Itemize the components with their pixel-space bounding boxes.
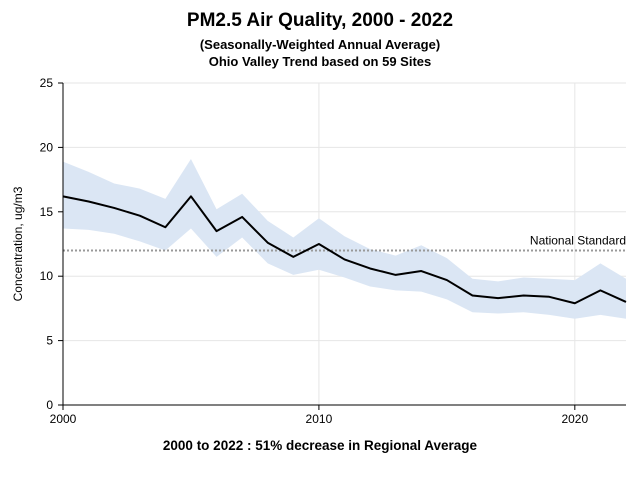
chart-title: PM2.5 Air Quality, 2000 - 2022 [186,10,454,31]
x-tick-label: 2010 [306,412,333,426]
y-tick-label: 0 [46,398,53,412]
chart-subtitle-2: Ohio Valley Trend based on 59 Sites [208,54,432,69]
confidence-band [63,158,626,319]
y-tick-label: 25 [40,76,54,90]
y-axis-label: Concentration, ug/m3 [11,186,25,301]
y-tick-label: 15 [40,205,54,219]
chart-subtitle-1: (Seasonally-Weighted Annual Average) [199,37,441,52]
y-tick-label: 20 [40,140,54,154]
x-tick-label: 2000 [50,412,77,426]
x-tick-label: 2020 [561,412,588,426]
chart-footer: 2000 to 2022 : 51% decrease in Regional … [162,438,478,453]
y-tick-label: 5 [46,334,53,348]
regional-average-line [62,195,627,305]
y-tick-label: 10 [40,269,54,283]
national-standard-label: National Standard [530,233,626,247]
